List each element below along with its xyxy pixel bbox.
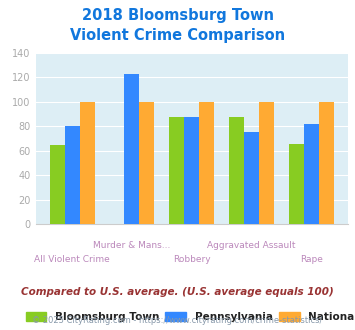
Bar [50, 145, 65, 224]
Bar [319, 102, 334, 224]
Bar [304, 124, 319, 224]
Bar [80, 102, 94, 224]
Text: Rape: Rape [300, 255, 323, 264]
Legend: Bloomsburg Town, Pennsylvania, National: Bloomsburg Town, Pennsylvania, National [26, 312, 355, 322]
Bar [65, 126, 80, 224]
Bar [169, 116, 184, 224]
Bar [259, 102, 274, 224]
Text: All Violent Crime: All Violent Crime [34, 255, 110, 264]
Text: © 2025 CityRating.com - https://www.cityrating.com/crime-statistics/: © 2025 CityRating.com - https://www.city… [32, 315, 323, 325]
Bar [199, 102, 214, 224]
Text: Murder & Mans...: Murder & Mans... [93, 241, 171, 250]
Bar [184, 116, 199, 224]
Bar [244, 132, 259, 224]
Bar [229, 116, 244, 224]
Bar [289, 144, 304, 224]
Bar [140, 102, 154, 224]
Text: Aggravated Assault: Aggravated Assault [207, 241, 296, 250]
Text: Compared to U.S. average. (U.S. average equals 100): Compared to U.S. average. (U.S. average … [21, 287, 334, 297]
Bar [125, 74, 140, 224]
Text: Robbery: Robbery [173, 255, 211, 264]
Text: 2018 Bloomsburg Town
Violent Crime Comparison: 2018 Bloomsburg Town Violent Crime Compa… [70, 8, 285, 43]
